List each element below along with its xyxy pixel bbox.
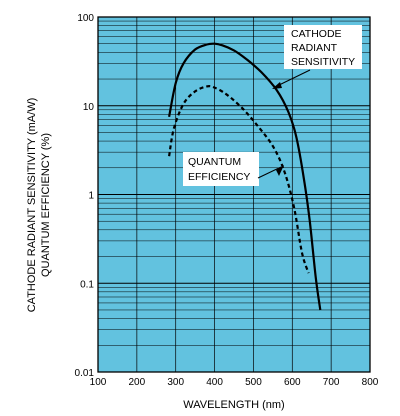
cathode-label-line-2: RADIANT xyxy=(291,42,338,54)
x-tick-label: 400 xyxy=(206,377,223,388)
y-tick-label: 0.1 xyxy=(80,279,94,290)
cathode-sensitivity-line xyxy=(168,42,322,311)
quantum-label-line-1: QUANTUM xyxy=(188,156,241,168)
x-tick-label: 800 xyxy=(362,377,379,388)
x-tick-label: 700 xyxy=(323,377,340,388)
x-tick-labels: 100 200 300 400 500 600 700 800 xyxy=(90,377,379,388)
y-tick-label: 0.01 xyxy=(75,368,95,379)
cathode-label-line-3: SENSITIVITY xyxy=(291,56,355,68)
x-axis-title: WAVELENGTH (nm) xyxy=(183,399,284,411)
cathode-label-line-1: CATHODE xyxy=(291,28,342,40)
x-tick-label: 200 xyxy=(129,377,146,388)
y-tick-label: 1 xyxy=(88,191,94,202)
cathode-sensitivity-arrowhead xyxy=(272,82,282,89)
x-tick-label: 300 xyxy=(167,377,184,388)
y-axis-title-line-2: QUANTUM EFFICIENCY (%) xyxy=(40,133,52,277)
quantum-efficiency-label: QUANTUM EFFICIENCY xyxy=(183,152,259,186)
cathode-sensitivity-label: CATHODE RADIANT SENSITIVITY xyxy=(284,25,362,69)
x-tick-label: 500 xyxy=(245,377,262,388)
y-tick-labels: 0.01 0.1 1 10 100 xyxy=(75,13,95,379)
y-axis-title-line-1: CATHODE RADIANT SENSITIVITY (mA/W) xyxy=(26,98,38,313)
quantum-efficiency-pointer xyxy=(257,166,282,179)
cathode-sensitivity-pointer xyxy=(274,69,311,88)
quantum-efficiency-line xyxy=(168,85,310,274)
quantum-efficiency-arrowhead xyxy=(276,165,284,176)
plot-frame xyxy=(97,16,371,373)
x-tick-label: 100 xyxy=(90,377,107,388)
x-tick-label: 600 xyxy=(284,377,301,388)
y-tick-label: 10 xyxy=(83,102,95,113)
quantum-label-line-2: EFFICIENCY xyxy=(188,171,250,183)
y-tick-label: 100 xyxy=(77,13,94,24)
